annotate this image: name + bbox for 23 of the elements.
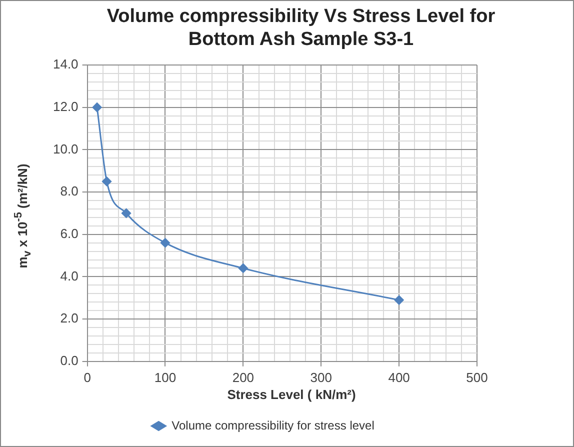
- y-tick-label: 2.0: [60, 310, 78, 326]
- point: [92, 102, 102, 112]
- point: [102, 176, 112, 186]
- y-tick-label: 12.0: [52, 98, 78, 114]
- chart-title: Volume compressibility Vs Stress Level for Bottom Ash Sample S3-1: [106, 5, 496, 51]
- x-tick-label: 200: [232, 370, 254, 385]
- y-tick-label: 6.0: [60, 226, 78, 241]
- point: [122, 208, 132, 218]
- point: [238, 263, 248, 273]
- point: [160, 238, 170, 248]
- x-tick-label: 100: [154, 370, 176, 385]
- x-axis-title: Stress Level ( kN/m²): [226, 387, 357, 402]
- y-tick-label: 10.0: [52, 141, 78, 156]
- y-tick-label: 4.0: [60, 268, 78, 284]
- x-tick-label: 500: [466, 370, 488, 385]
- legend-label: Volume compressibility for stress level: [172, 418, 374, 432]
- point: [394, 295, 404, 305]
- y-tick-label: 8.0: [60, 184, 78, 199]
- y-tick-label: 14.0: [52, 56, 78, 72]
- x-tick-label: 0: [84, 370, 91, 385]
- x-tick-label: 400: [388, 370, 410, 385]
- y-tick-label: 0.0: [60, 352, 78, 368]
- x-tick-label: 300: [310, 370, 332, 385]
